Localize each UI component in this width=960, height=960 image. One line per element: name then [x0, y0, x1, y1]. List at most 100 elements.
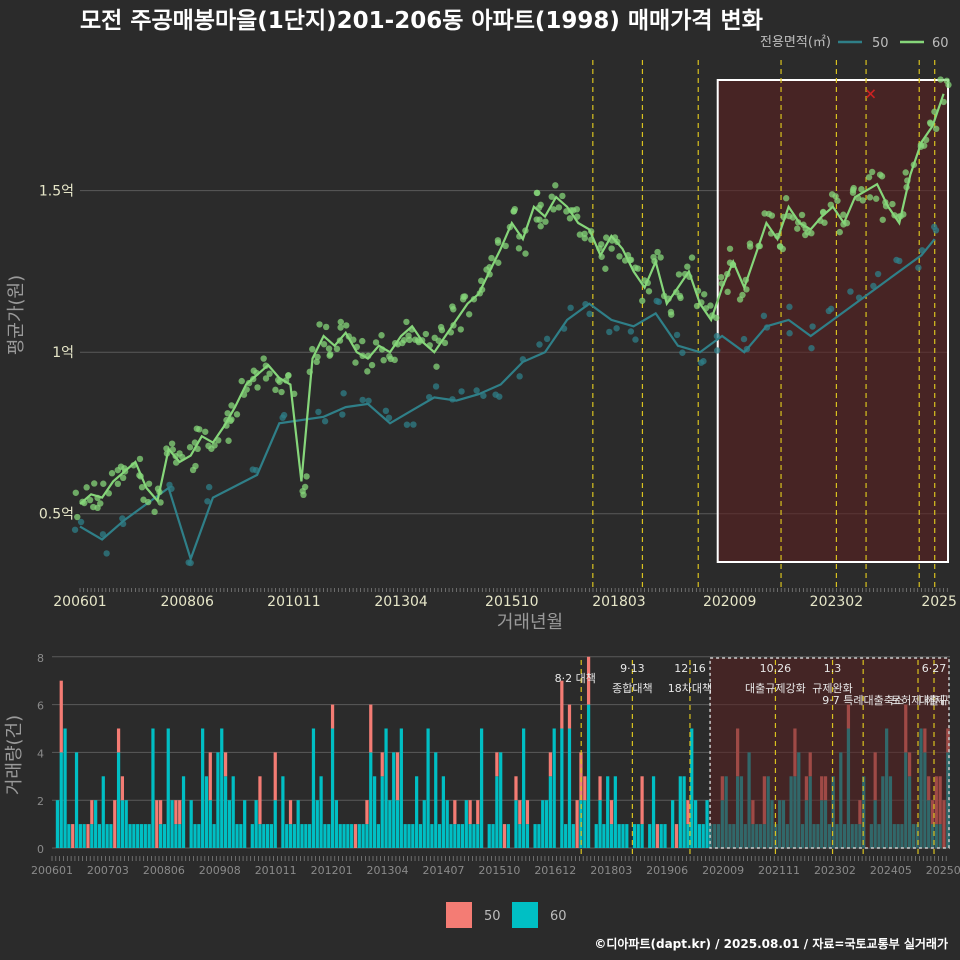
legend-bar-50-swatch [446, 902, 472, 928]
volume-bar-60 [525, 824, 530, 848]
price-point-60 [415, 338, 422, 346]
volume-bar-50 [365, 800, 369, 825]
volume-bar-50 [560, 680, 564, 729]
price-point-60 [645, 288, 653, 295]
volume-x-tick-label: 200908 [199, 864, 241, 877]
price-point-50 [932, 227, 940, 234]
volume-bar-60 [231, 776, 235, 848]
price-point-50 [606, 328, 613, 336]
legend-60-label: 60 [932, 36, 949, 51]
volume-bar-60 [216, 752, 220, 848]
price-point-50 [632, 336, 639, 343]
price-point-50 [315, 408, 322, 416]
volume-x-tick-label: 201612 [534, 864, 576, 877]
volume-bar-60 [376, 824, 381, 848]
volume-bar-50 [502, 824, 507, 848]
price-point-50 [893, 256, 900, 264]
volume-bar-60 [625, 824, 629, 848]
volume-bar-50 [71, 824, 75, 848]
volume-bar-50 [567, 704, 572, 729]
price-point-60 [314, 353, 321, 361]
policy-sublabel: 대출규제강화 [745, 682, 806, 695]
volume-bar-50 [155, 800, 159, 848]
price-point-60 [186, 444, 194, 451]
price-point-60 [309, 345, 316, 353]
volume-bar-60 [334, 800, 338, 848]
price-point-50 [700, 358, 707, 365]
price-point-60 [138, 484, 146, 491]
volume-bar-60 [686, 824, 690, 848]
volume-bar-60 [63, 728, 67, 848]
volume-bar-50 [395, 752, 400, 801]
volume-bar-60 [537, 824, 541, 848]
price-point-60 [602, 265, 609, 272]
price-point-60 [391, 356, 398, 364]
volume-bar-60 [621, 824, 625, 848]
price-point-50 [403, 421, 411, 428]
volume-bar-60 [407, 824, 411, 848]
volume-x-tick-label: 201201 [311, 864, 353, 877]
volume-bar-60 [189, 800, 193, 848]
price-point-60 [675, 271, 683, 278]
price-point-60 [840, 211, 847, 218]
price-point-60 [782, 195, 790, 202]
price-point-60 [202, 428, 209, 435]
volume-bar-60 [323, 824, 327, 848]
price-point-60 [208, 445, 215, 452]
price-point-50 [847, 288, 854, 295]
volume-bar-60 [120, 800, 125, 848]
price-x-tick-label: 201510 [485, 594, 538, 610]
price-point-60 [145, 480, 153, 487]
volume-bar-60 [518, 824, 522, 848]
volume-bar-60 [109, 824, 113, 848]
price-point-60 [86, 496, 94, 504]
volume-bar-60 [308, 824, 312, 848]
price-point-50 [458, 388, 465, 395]
volume-bar-60 [583, 800, 587, 848]
volume-bar-60 [453, 824, 457, 848]
volume-bar-60 [292, 824, 296, 848]
volume-bar-60 [514, 800, 518, 848]
volume-bar-60 [411, 824, 415, 848]
volume-bar-60 [586, 704, 591, 848]
volume-bar-60 [464, 800, 468, 848]
volume-bar-60 [311, 728, 316, 848]
volume-bar-60 [491, 824, 495, 848]
price-point-50 [187, 559, 194, 567]
volume-x-tick-label: 200601 [31, 864, 73, 877]
volume-bar-60 [437, 824, 442, 848]
price-point-50 [385, 414, 393, 422]
volume-bar-60 [598, 800, 602, 848]
price-point-60 [639, 297, 646, 304]
price-point-60 [117, 463, 125, 470]
price-point-60 [559, 192, 566, 200]
price-point-60 [943, 77, 950, 84]
price-point-60 [794, 225, 801, 232]
price-point-50 [492, 391, 499, 398]
price-point-60 [724, 288, 731, 296]
price-point-60 [515, 245, 523, 252]
price-point-50 [321, 418, 329, 425]
volume-y-ticks: 0 2 4 6 8 [37, 652, 44, 856]
price-point-60 [301, 483, 309, 491]
volume-bar-60 [369, 752, 373, 848]
price-point-60 [832, 193, 839, 200]
volume-bar-50 [113, 800, 117, 848]
price-point-60 [441, 339, 449, 347]
volume-bar-60 [143, 824, 147, 848]
price-point-60 [140, 496, 147, 503]
price-point-60 [233, 411, 241, 418]
volume-bar-50 [640, 776, 644, 825]
price-point-60 [316, 321, 323, 328]
chart-title: 모전 주공매봉마을(1단지)201-206동 아파트(1998) 매매가격 변화 [80, 8, 763, 34]
volume-bar-60 [384, 728, 388, 848]
policy-sublabel: 종합대책 [612, 682, 652, 695]
volume-bar-50 [609, 800, 614, 825]
price-point-60 [151, 508, 158, 516]
legend-bar-60-label: 60 [550, 909, 567, 924]
volume-bar-60 [426, 728, 430, 848]
volume-x-tick-label: 202302 [814, 864, 856, 877]
price-point-60 [566, 215, 574, 222]
price-point-60 [872, 195, 880, 202]
